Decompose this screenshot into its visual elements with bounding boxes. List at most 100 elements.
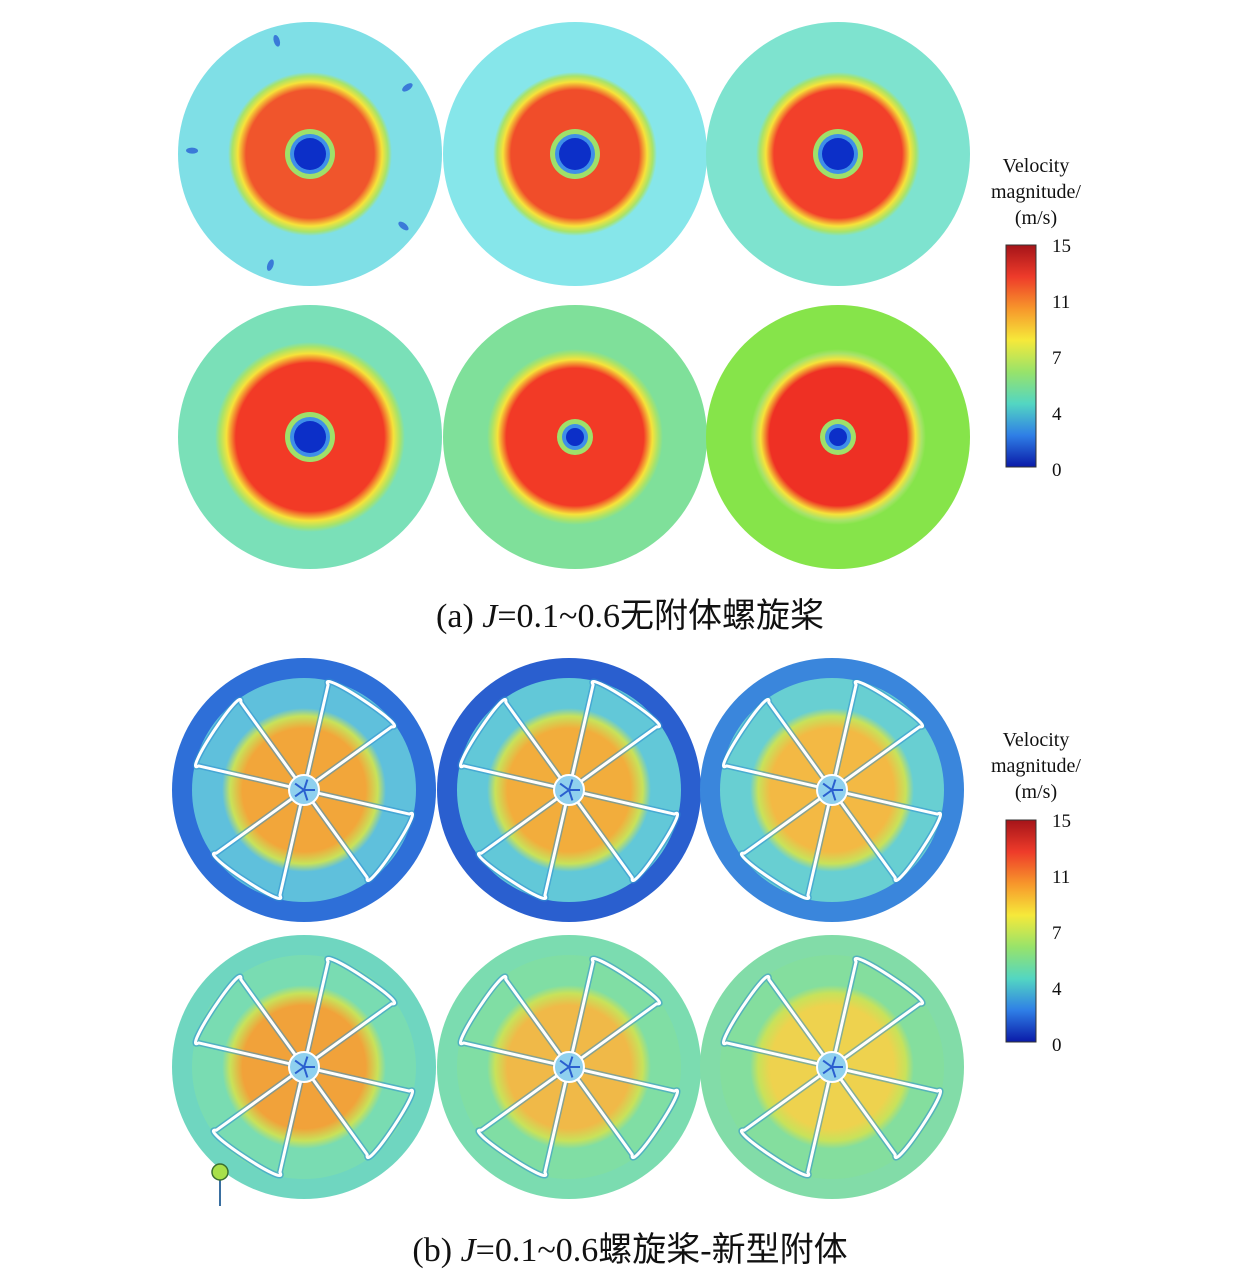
contour-plot <box>178 305 442 569</box>
tip-vortex-spot <box>402 83 413 92</box>
legend-tick-label: 7 <box>1052 923 1062 944</box>
hub-blade <box>303 1066 309 1078</box>
hub-blade <box>294 1059 305 1068</box>
caption-variable: J <box>482 598 498 635</box>
strut-loop <box>459 975 563 1066</box>
contour-plot <box>172 935 436 1199</box>
legend-title-line: magnitude/ <box>991 755 1081 777</box>
legend-colorbar <box>1005 819 1037 1043</box>
hub-core <box>566 428 584 446</box>
caption-prefix: (a) <box>436 598 483 635</box>
hub-blade <box>831 1066 837 1078</box>
strut-loop <box>570 957 661 1061</box>
contour-plot <box>706 22 970 286</box>
strut-loop <box>722 698 826 789</box>
hub-blade <box>568 1056 574 1068</box>
contour-plot <box>437 658 701 922</box>
strut-loop <box>310 1068 414 1159</box>
strut-loop <box>194 698 298 789</box>
panel-b-legend: Velocity magnitude/ (m/s) 15 11 7 4 0 <box>991 729 1081 1056</box>
panel-a-legend: Velocity magnitude/ (m/s) 15 11 7 4 0 <box>991 155 1081 481</box>
legend-tick-label: 4 <box>1052 404 1062 425</box>
legend-tick-label: 15 <box>1052 811 1071 832</box>
hub-blade <box>559 1066 570 1075</box>
strut-loop <box>833 680 924 784</box>
strut-loop <box>477 796 568 900</box>
tip-vortex-spot <box>398 221 409 231</box>
strut-loop <box>310 791 414 882</box>
strut-loop <box>838 791 942 882</box>
hub-core <box>822 138 854 170</box>
caption-variable: J <box>460 1232 476 1269</box>
hub-blade <box>822 789 833 798</box>
hub-blade <box>559 789 570 798</box>
strut-loop <box>194 975 298 1066</box>
caption-prefix: (b) <box>412 1232 461 1269</box>
tip-vortex-spot <box>186 147 199 154</box>
hub-blade <box>294 1066 305 1075</box>
hub-blade <box>568 779 574 791</box>
panel-a-caption: (a) J=0.1~0.6无附体螺旋桨 <box>0 588 1260 637</box>
panel-b-contour-grid <box>172 658 964 1199</box>
legend-tick-label: 4 <box>1052 979 1062 1000</box>
hub-blade <box>831 789 837 801</box>
panel-b-caption: (b) J=0.1~0.6螺旋桨-新型附体 <box>0 1222 1260 1271</box>
hub-blade <box>822 1059 833 1068</box>
strut-loop <box>477 1073 568 1177</box>
strut-loop <box>838 1068 942 1159</box>
legend-tick-label: 0 <box>1052 460 1062 481</box>
caption-text: =0.1~0.6无附体螺旋桨 <box>497 598 824 635</box>
hub-blade <box>822 782 833 791</box>
strut-loop <box>305 680 396 784</box>
hub-blade <box>822 1066 833 1075</box>
legend-tick-label: 7 <box>1052 348 1062 369</box>
hub-blade <box>559 782 570 791</box>
legend-title-line: magnitude/ <box>991 181 1081 203</box>
contour-plot <box>172 658 436 922</box>
hub-blade <box>303 1056 309 1068</box>
legend-title-line: Velocity <box>1003 155 1070 177</box>
strut-loop <box>740 1073 831 1177</box>
contour-plot <box>700 935 964 1199</box>
contour-plot <box>443 305 707 569</box>
contour-plot <box>443 22 707 286</box>
contour-plot <box>178 22 442 286</box>
strut-loop <box>722 975 826 1066</box>
hub-core <box>559 138 591 170</box>
legend-tick-label: 0 <box>1052 1035 1062 1056</box>
contour-plot <box>437 935 701 1199</box>
panel-a-contour-grid <box>178 22 970 569</box>
hub-blade <box>294 782 305 791</box>
caption-text: =0.1~0.6螺旋桨-新型附体 <box>475 1232 848 1269</box>
hub-blade <box>831 779 837 791</box>
strut-loop <box>575 791 679 882</box>
hub-blade <box>831 1056 837 1068</box>
hub-blade <box>303 779 309 791</box>
probe-marker <box>211 1163 229 1206</box>
legend-title-line: Velocity <box>1003 729 1070 751</box>
strut-loop <box>459 698 563 789</box>
contour-plot <box>700 658 964 922</box>
legend-tick-label: 11 <box>1052 292 1070 313</box>
hub-core <box>829 428 847 446</box>
legend-tick-label: 15 <box>1052 236 1071 257</box>
legend-tick-label: 11 <box>1052 867 1070 888</box>
hub-core <box>294 138 326 170</box>
hub-blade <box>568 789 574 801</box>
strut-loop <box>833 957 924 1061</box>
strut-loop <box>570 680 661 784</box>
strut-loop <box>212 796 303 900</box>
hub-blade <box>303 789 309 801</box>
hub-blade <box>568 1066 574 1078</box>
strut-loop <box>575 1068 679 1159</box>
legend-colorbar <box>1005 244 1037 468</box>
strut-loop <box>212 1073 303 1177</box>
tip-vortex-spot <box>273 34 281 47</box>
hub-blade <box>294 789 305 798</box>
strut-loop <box>305 957 396 1061</box>
strut-loop <box>740 796 831 900</box>
hub-core <box>294 421 326 453</box>
legend-title-line: (m/s) <box>1015 207 1057 229</box>
hub-blade <box>559 1059 570 1068</box>
contour-plot <box>706 305 970 569</box>
